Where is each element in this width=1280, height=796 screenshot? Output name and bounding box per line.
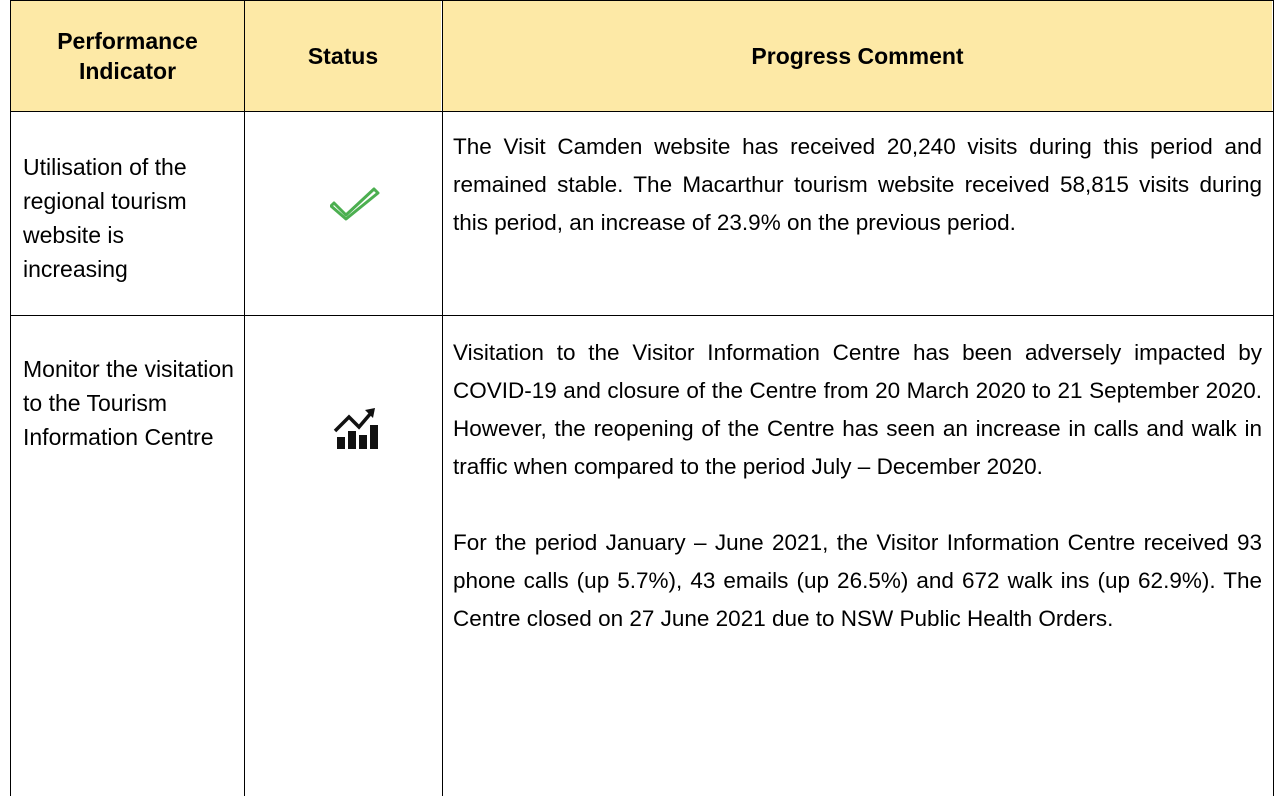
rule	[10, 0, 1274, 1]
comment: The Visit Camden website has received 20…	[443, 128, 1272, 280]
rule	[10, 315, 1274, 316]
header-cell: Progress Comment	[443, 1, 1272, 111]
comment-paragraph: For the period January – June 2021, the …	[453, 530, 1262, 631]
indicator: Utilisation of the regional tourism webs…	[23, 154, 187, 282]
header-text: Status	[307, 43, 379, 69]
rule	[442, 0, 443, 796]
header-cell: Status	[245, 1, 441, 111]
comment-paragraph: Visitation to the Visitor Information Ce…	[453, 340, 1262, 479]
comment-paragraph: The Visit Camden website has received 20…	[453, 134, 1262, 235]
header-cell: Performance Indicator	[11, 1, 244, 111]
status-chart-icon	[333, 408, 378, 449]
rule	[244, 0, 245, 796]
rule	[1273, 0, 1274, 796]
rule	[10, 111, 1274, 112]
header-text: Performance Indicator	[57, 28, 198, 84]
indicator: Monitor the visitation to the Tourism In…	[23, 356, 234, 450]
status-check-icon	[330, 187, 380, 221]
comment: Visitation to the Visitor Information Ce…	[443, 334, 1272, 676]
rule	[10, 0, 11, 796]
header-text: Progress Comment	[751, 43, 964, 69]
